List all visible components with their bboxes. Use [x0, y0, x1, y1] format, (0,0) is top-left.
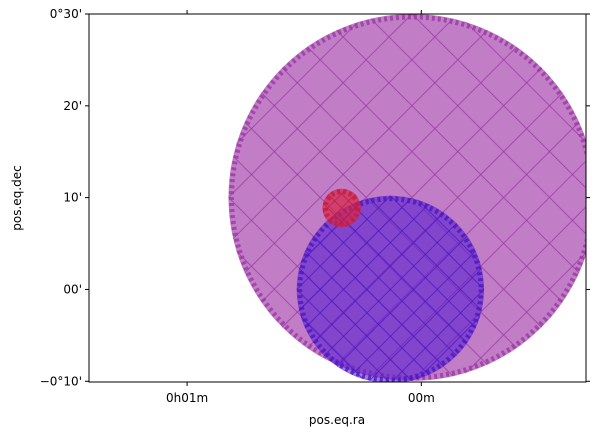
x-axis-label: pos.eq.ra: [309, 413, 365, 427]
y-tick-label-1: 20': [63, 99, 82, 113]
y-axis-label: pos.eq.dec: [10, 165, 24, 230]
region-edge-2: [322, 189, 361, 227]
tick-layer: 0h01m00m23h59m0°30'20'10'00'−0°10': [40, 7, 590, 405]
x-tick-label-1: 00m: [408, 391, 435, 405]
region-1: [296, 195, 485, 382]
x-tick-label-0: 0h01m: [166, 391, 208, 405]
region-edge-1: [297, 196, 484, 382]
y-tick-label-2: 10': [63, 191, 82, 205]
y-tick-label-3: 00': [63, 282, 82, 296]
region-tiles-1: [296, 195, 485, 382]
y-tick-label-4: −0°10': [40, 374, 82, 388]
y-tick-label-0: 0°30': [50, 7, 82, 21]
region-2: [322, 188, 361, 228]
